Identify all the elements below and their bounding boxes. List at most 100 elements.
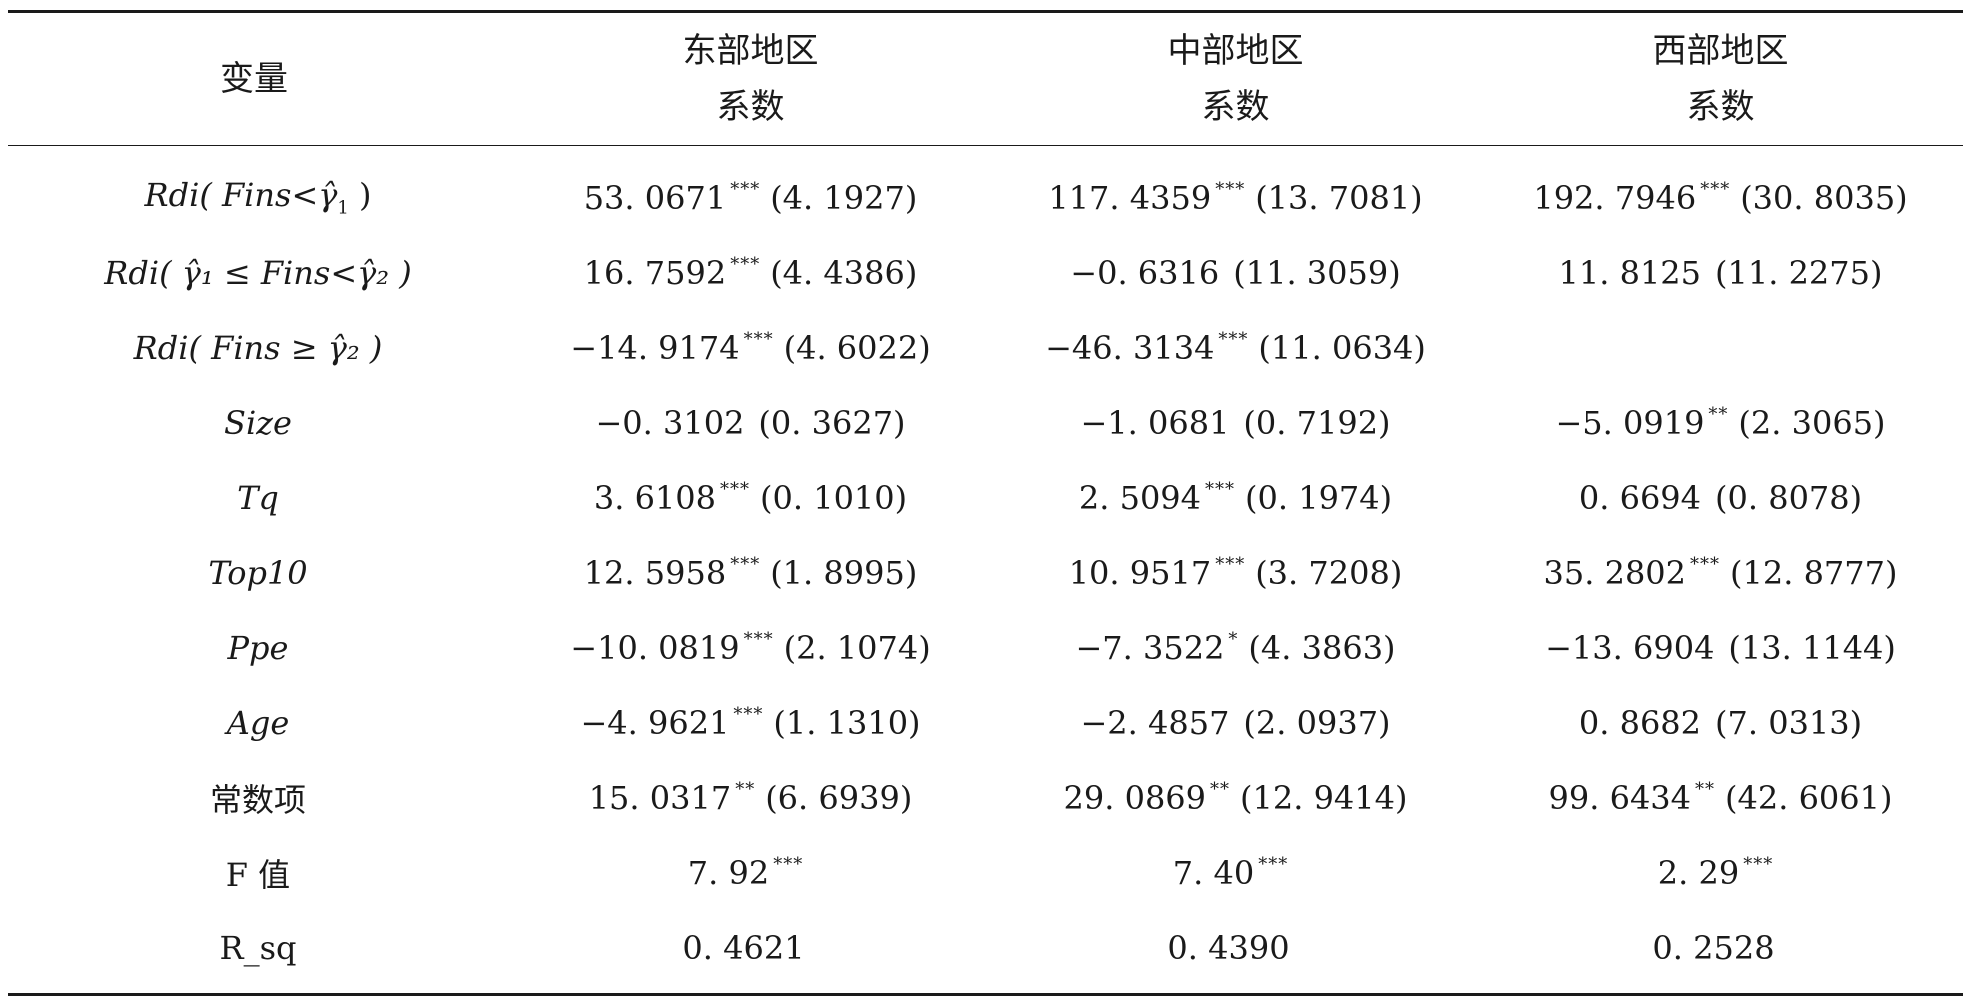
coef-value: 0. 2528: [1652, 928, 1775, 967]
coef-value: 0. 4390: [1167, 928, 1290, 967]
coef-value: 35. 2802: [1543, 553, 1687, 592]
row-variable: Top10: [208, 553, 308, 592]
significance-stars: ***: [720, 478, 751, 500]
cell-east: 12. 5958 *** (1. 8995): [508, 535, 993, 610]
std-error: (12. 8777): [1730, 553, 1898, 592]
row-variable: Age: [226, 703, 290, 742]
cell-central: 29. 0869 ** (12. 9414): [993, 760, 1478, 835]
coef-value: 16. 7592: [583, 253, 727, 292]
std-error: (3. 7208): [1255, 553, 1403, 592]
header-west-coef: 系数: [1686, 87, 1755, 127]
std-error: (30. 8035): [1740, 178, 1908, 217]
cell-central: 10. 9517 *** (3. 7208): [993, 535, 1478, 610]
header-west: 西部地区 系数: [1478, 12, 1963, 146]
cell-east: −10. 0819 *** (2. 1074): [508, 610, 993, 685]
coef-value: −4. 9621: [580, 703, 730, 742]
significance-stars: ***: [1743, 853, 1774, 875]
coef-value: 2. 5094: [1078, 478, 1202, 517]
cell-west: −5. 0919 ** (2. 3065): [1478, 385, 1963, 460]
var-subscript: 1: [337, 197, 349, 219]
std-error: (11. 0634): [1258, 328, 1426, 367]
var-close: ): [348, 176, 372, 215]
std-error: (11. 2275): [1715, 253, 1883, 292]
cell-east: 15. 0317 ** (6. 6939): [508, 760, 993, 835]
regional-regression-table: 变量 东部地区 系数 中部地区 系数 西部地区 系数 Rdi( Fins<γ̂1…: [8, 10, 1963, 996]
coef-value: 117. 4359: [1048, 178, 1212, 217]
cell-west: 0. 8682 (7. 0313): [1478, 685, 1963, 760]
std-error: (0. 1010): [760, 478, 908, 517]
significance-stars: ***: [730, 178, 761, 200]
row-variable: Ppe: [227, 628, 289, 667]
coef-value: −0. 6316: [1070, 253, 1220, 292]
coef-value: 12. 5958: [583, 553, 727, 592]
std-error: (2. 3065): [1738, 403, 1886, 442]
significance-stars: ***: [1700, 178, 1731, 200]
cell-west: 11. 8125 (11. 2275): [1478, 235, 1963, 310]
coef-value: −10. 0819: [570, 628, 740, 667]
var-name: Rdi: [144, 176, 200, 215]
cell-west: 0. 6694 (0. 8078): [1478, 460, 1963, 535]
row-variable: Tq: [237, 478, 279, 517]
row-variable: Rdi( Fins ≥ γ̂₂ ): [133, 328, 383, 367]
table-row: Top10 12. 5958 *** (1. 8995) 10. 9517 *** (3…: [8, 535, 1963, 610]
table-row: Age −4. 9621 *** (1. 1310) −2. 4857 (2. 093…: [8, 685, 1963, 760]
coef-value: −46. 3134: [1045, 328, 1215, 367]
significance-stars: ***: [1218, 328, 1249, 350]
coef-value: 53. 0671: [583, 178, 727, 217]
table-row: Size −0. 3102 (0. 3627) −1. 0681 (0. 7192)…: [8, 385, 1963, 460]
row-variable: R_sq: [219, 928, 297, 967]
std-error: (4. 1927): [770, 178, 918, 217]
significance-stars: ***: [730, 553, 761, 575]
coef-value: 0. 8682: [1578, 703, 1702, 742]
regression-table-container: 变量 东部地区 系数 中部地区 系数 西部地区 系数 Rdi( Fins<γ̂1…: [8, 10, 1963, 996]
coef-value: −1. 0681: [1080, 403, 1230, 442]
cell-west: −13. 6904 (13. 1144): [1478, 610, 1963, 685]
significance-stars: ***: [743, 328, 774, 350]
table-row: Rdi( Fins ≥ γ̂₂ ) −14. 9174 *** (4. 6022) …: [8, 310, 1963, 385]
table-row: 常数项 15. 0317 ** (6. 6939) 29. 0869 ** (12. 9…: [8, 760, 1963, 835]
header-variable: 变量: [220, 59, 288, 99]
cell-east: −0. 3102 (0. 3627): [508, 385, 993, 460]
std-error: (6. 6939): [765, 778, 913, 817]
std-error: (13. 7081): [1255, 178, 1423, 217]
cell-central: −0. 6316 (11. 3059): [993, 235, 1478, 310]
significance-stars: **: [1708, 403, 1729, 425]
table-row: Tq 3. 6108 *** (0. 1010) 2. 5094 *** (0. 197…: [8, 460, 1963, 535]
std-error: (4. 3863): [1248, 628, 1396, 667]
significance-stars: ***: [733, 703, 764, 725]
cell-east: 7. 92 ***: [508, 835, 993, 910]
std-error: (1. 1310): [773, 703, 921, 742]
std-error: (7. 0313): [1715, 703, 1863, 742]
cell-central: 2. 5094 *** (0. 1974): [993, 460, 1478, 535]
var-condition: ( Fins<γ̂: [199, 176, 338, 215]
table-row: Ppe −10. 0819 *** (2. 1074) −7. 3522 * (4. 3…: [8, 610, 1963, 685]
cell-east: 3. 6108 *** (0. 1010): [508, 460, 993, 535]
table-header: 变量 东部地区 系数 中部地区 系数 西部地区 系数: [8, 11, 1963, 146]
cell-west: 192. 7946 *** (30. 8035): [1478, 146, 1963, 236]
significance-stars: **: [1695, 778, 1716, 800]
row-variable: 常数项: [209, 780, 306, 819]
coef-value: 99. 6434: [1548, 778, 1692, 817]
std-error: (1. 8995): [770, 553, 918, 592]
table-row: Rdi( Fins<γ̂1 ) 53. 0671 *** (4. 1927) 117…: [8, 146, 1963, 236]
coef-value: 0. 6694: [1578, 478, 1702, 517]
cell-central: 7. 40 ***: [993, 835, 1478, 910]
significance-stars: *: [1228, 628, 1239, 650]
std-error: (4. 4386): [770, 253, 918, 292]
cell-east: −4. 9621 *** (1. 1310): [508, 685, 993, 760]
row-variable: Size: [224, 403, 292, 442]
table-body: Rdi( Fins<γ̂1 ) 53. 0671 *** (4. 1927) 117…: [8, 146, 1963, 995]
cell-central: 117. 4359 *** (13. 7081): [993, 146, 1478, 236]
std-error: (0. 1974): [1245, 478, 1393, 517]
cell-west: 35. 2802 *** (12. 8777): [1478, 535, 1963, 610]
coef-value: 2. 29: [1657, 853, 1740, 892]
cell-east: 53. 0671 *** (4. 1927): [508, 146, 993, 236]
table-row: R_sq 0. 4621 0. 4390 0. 2528: [8, 910, 1963, 995]
header-central-region: 中部地区: [1167, 31, 1304, 71]
table-row: F 值 7. 92 *** 7. 40 *** 2. 29 ***: [8, 835, 1963, 910]
significance-stars: **: [735, 778, 756, 800]
header-east-region: 东部地区: [682, 31, 819, 71]
coef-value: −13. 6904: [1545, 628, 1715, 667]
row-variable: Rdi( Fins<γ̂1 ): [8, 146, 508, 236]
std-error: (2. 0937): [1243, 703, 1391, 742]
